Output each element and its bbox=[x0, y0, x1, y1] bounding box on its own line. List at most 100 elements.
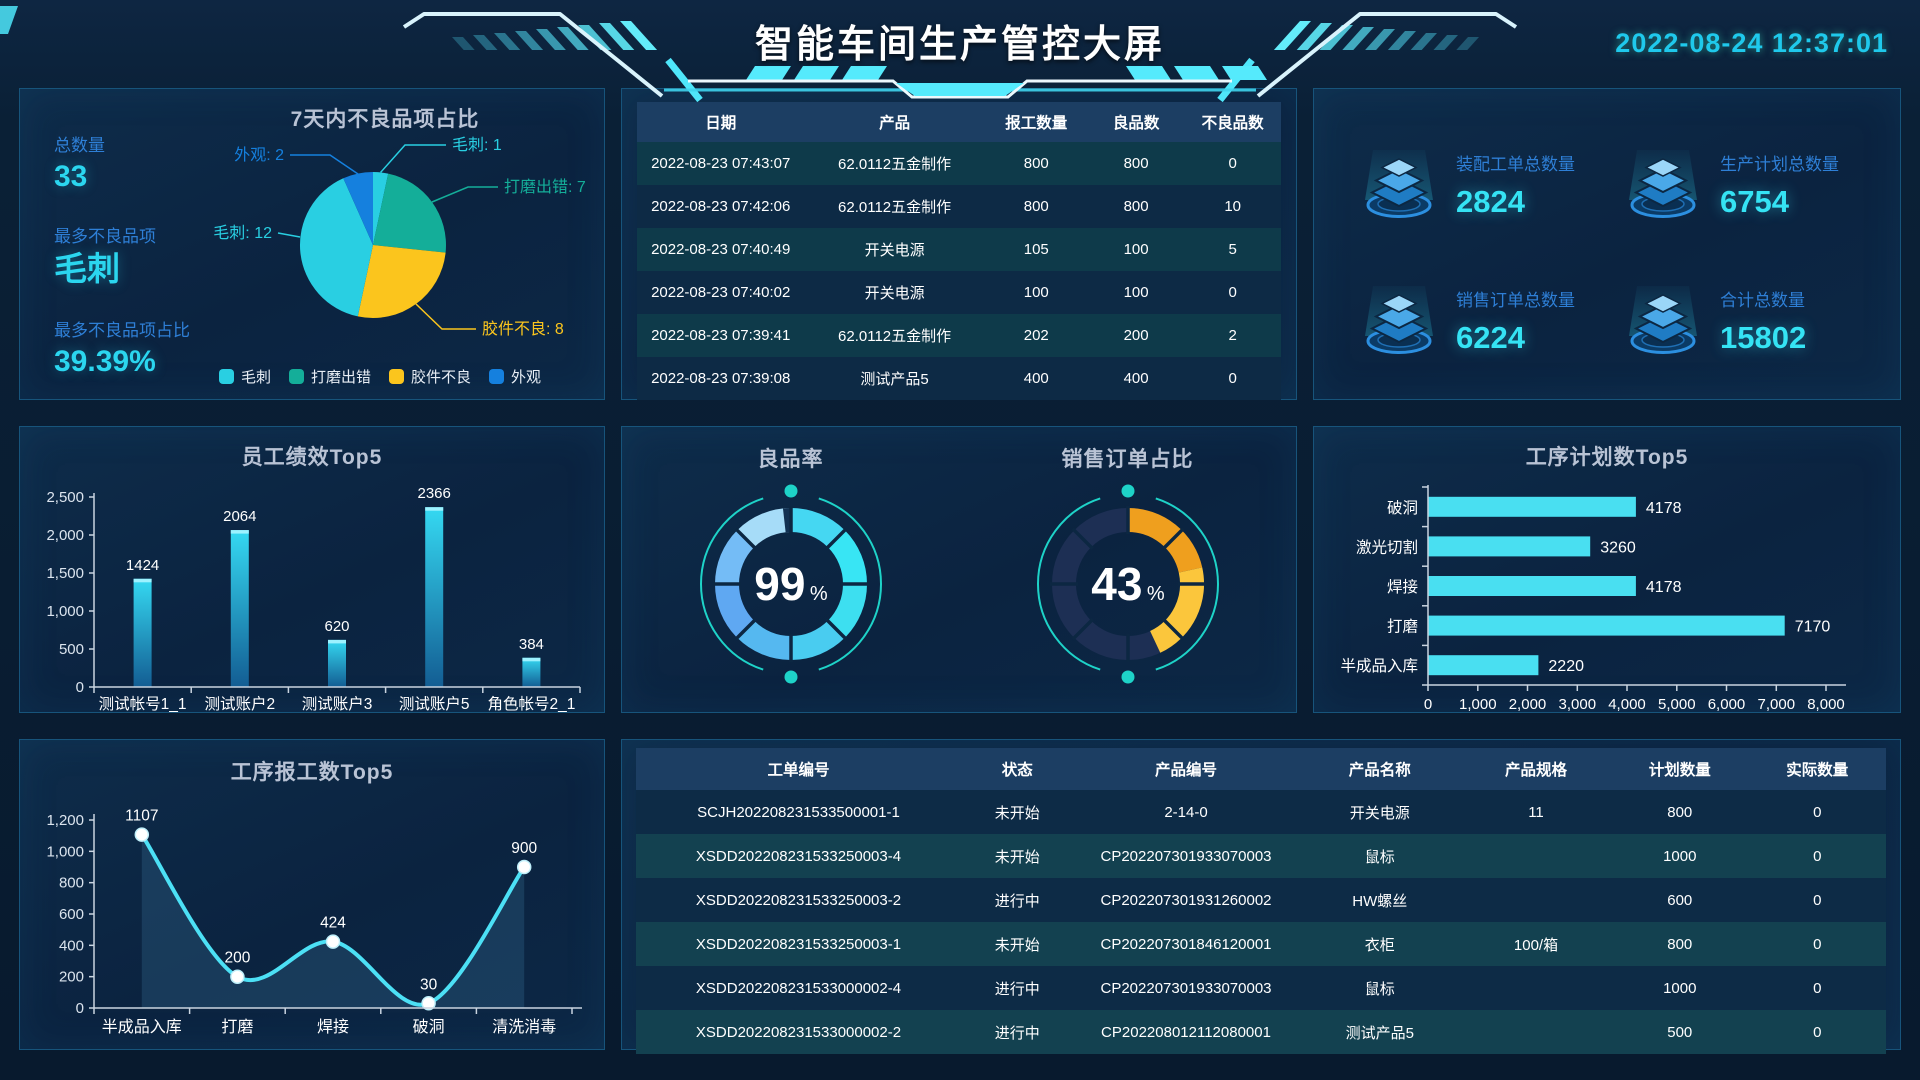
svg-text:角色帐号2_1: 角色帐号2_1 bbox=[487, 695, 575, 713]
data-point bbox=[325, 934, 341, 949]
stat-label: 总数量 bbox=[54, 136, 105, 155]
table-cell: 800 bbox=[1023, 198, 1049, 215]
table-cell: XSDD202208231533000002-4 bbox=[695, 979, 902, 997]
table-cell: 400 bbox=[1123, 370, 1149, 387]
table-cell: 800 bbox=[1667, 935, 1693, 953]
sales-ratio-gauge: 43 % bbox=[1036, 484, 1219, 684]
svg-text:1,500: 1,500 bbox=[46, 565, 84, 582]
pie-slice bbox=[357, 245, 446, 318]
table-cell: 2022-08-23 07:39:08 bbox=[651, 370, 791, 387]
production-report-table-panel: 日期 产品 报工数量 良品数 不良品数 2022-08-23 07:43:07 62.011… bbox=[621, 88, 1297, 400]
column-header: 报工数量 bbox=[984, 102, 1088, 142]
column-header: 产品 bbox=[804, 102, 985, 142]
table-cell: 0 bbox=[1228, 370, 1237, 387]
legend-swatch bbox=[218, 369, 234, 384]
table-cell: XSDD202208231533250003-4 bbox=[695, 847, 902, 865]
pie-label: 毛刺: 1 bbox=[452, 136, 502, 154]
table-row: 2022-08-23 07:39:08 测试产品5 400 400 0 bbox=[637, 357, 1281, 400]
table-header-row: 日期 产品 报工数量 良品数 不良品数 bbox=[637, 102, 1281, 142]
main-grid: 总数量 33 最多不良品项 毛刺 最多不良品项占比 39.39% 7天内不良品项… bbox=[19, 88, 1901, 1054]
svg-text:900: 900 bbox=[511, 840, 537, 857]
card-value: 6224 bbox=[1456, 320, 1525, 355]
table-row: XSDD202208231533000002-2 进行中 CP20220801211… bbox=[636, 1010, 1886, 1054]
table-cell: 0 bbox=[1228, 155, 1237, 172]
table-cell: 进行中 bbox=[994, 1024, 1040, 1042]
table-cell: 衣柜 bbox=[1364, 936, 1395, 954]
table-cell: 0 bbox=[1813, 979, 1822, 997]
defect-ratio-panel: 总数量 33 最多不良品项 毛刺 最多不良品项占比 39.39% 7天内不良品项… bbox=[19, 88, 605, 400]
legend-label: 胶件不良 bbox=[411, 369, 472, 386]
svg-text:焊接: 焊接 bbox=[317, 1018, 349, 1036]
svg-text:4178: 4178 bbox=[1646, 579, 1682, 596]
table-cell: 10 bbox=[1224, 198, 1242, 215]
table-cell: 测试产品5 bbox=[1345, 1024, 1414, 1042]
svg-text:800: 800 bbox=[59, 875, 84, 892]
table-cell: 800 bbox=[1667, 803, 1693, 821]
pie-slice bbox=[373, 172, 389, 245]
svg-text:2,000: 2,000 bbox=[1509, 696, 1547, 713]
table-cell: 测试产品5 bbox=[860, 371, 929, 388]
table-cell: 2022-08-23 07:42:06 bbox=[651, 198, 791, 215]
table-cell: 0 bbox=[1813, 847, 1822, 865]
table-cell: 800 bbox=[1123, 198, 1149, 215]
table-cell: 62.0112五金制作 bbox=[838, 156, 952, 173]
process-report-line-chart: 0 200 400 600 800 1,000 1,200 1107 半成品入库… bbox=[34, 790, 590, 1053]
table-row: 2022-08-23 07:43:07 62.0112五金制作 800 800 0 bbox=[637, 142, 1281, 185]
table-cell: 100 bbox=[1123, 284, 1149, 301]
svg-text:400: 400 bbox=[59, 937, 84, 954]
gauge-title: 良品率 bbox=[757, 448, 824, 471]
table-cell: 开关电源 bbox=[864, 285, 925, 302]
svg-text:2064: 2064 bbox=[223, 508, 256, 525]
column-header: 良品数 bbox=[1087, 102, 1185, 142]
svg-text:激光切割: 激光切割 bbox=[1356, 538, 1418, 556]
good-rate-gauge: 99 % bbox=[699, 484, 882, 684]
svg-text:测试帐号1_1: 测试帐号1_1 bbox=[99, 695, 187, 713]
column-header: 产品名称 bbox=[1298, 748, 1461, 790]
table-cell: 5 bbox=[1228, 241, 1237, 258]
employee-bar-chart: 0 500 1,000 1,500 2,000 2,500 1424 测试帐号1… bbox=[34, 473, 590, 730]
table-row: 2022-08-23 07:42:06 62.0112五金制作 800 800 10 bbox=[637, 185, 1281, 228]
svg-text:384: 384 bbox=[519, 636, 544, 653]
summary-cards-panel: 装配工单总数量 2824 生产计划总数量 6754 销售订单总数量 6224 bbox=[1313, 88, 1901, 400]
table-cell: 1000 bbox=[1663, 979, 1697, 997]
table-cell: 2-14-0 bbox=[1164, 803, 1208, 821]
table-cell: 开关电源 bbox=[1349, 804, 1410, 822]
svg-text:1,000: 1,000 bbox=[46, 603, 84, 620]
stat-value: 33 bbox=[54, 160, 88, 193]
column-header: 产品规格 bbox=[1461, 748, 1611, 790]
pie-label: 打磨出错: 7 bbox=[504, 178, 586, 196]
column-header: 不良品数 bbox=[1184, 102, 1281, 142]
svg-text:测试账户3: 测试账户3 bbox=[302, 695, 373, 713]
table-cell: 0 bbox=[1813, 891, 1822, 909]
card-text: 装配工单总数量 2824 bbox=[1456, 150, 1575, 220]
svg-text:破洞: 破洞 bbox=[413, 1018, 445, 1036]
bar bbox=[1428, 576, 1636, 596]
svg-text:半成品入库: 半成品入库 bbox=[102, 1018, 182, 1036]
summary-card: 装配工单总数量 2824 bbox=[1356, 131, 1612, 239]
data-point bbox=[516, 859, 532, 875]
column-header: 实际数量 bbox=[1748, 748, 1886, 790]
table-cell: 未开始 bbox=[994, 804, 1040, 822]
legend-label: 毛刺 bbox=[240, 369, 271, 386]
table-cell: 11 bbox=[1528, 803, 1544, 821]
table-cell: CP202207301933070003 bbox=[1100, 847, 1272, 865]
card-text: 销售订单总数量 6224 bbox=[1456, 286, 1575, 356]
legend-label: 打磨出错 bbox=[310, 369, 371, 386]
table-cell: 600 bbox=[1667, 891, 1693, 909]
table-cell: 500 bbox=[1667, 1023, 1693, 1041]
stat-top-defect-ratio: 最多不良品项占比 39.39% bbox=[54, 316, 204, 378]
card-value: 6754 bbox=[1720, 184, 1789, 219]
production-report-table: 日期 产品 报工数量 良品数 不良品数 2022-08-23 07:43:07 62.011… bbox=[637, 102, 1281, 400]
legend-item: 胶件不良 bbox=[389, 366, 471, 387]
table-cell: 0 bbox=[1228, 284, 1237, 301]
summary-card: 销售订单总数量 6224 bbox=[1356, 267, 1612, 375]
svg-text:4178: 4178 bbox=[1646, 500, 1682, 517]
rate-gauges-panel: 良品率 99 % 销售订单占比 43 % bbox=[621, 426, 1297, 713]
card-label: 装配工单总数量 bbox=[1456, 155, 1575, 174]
table-cell: 2022-08-23 07:43:07 bbox=[651, 155, 791, 172]
table-cell bbox=[1461, 1010, 1611, 1054]
column-header: 日期 bbox=[637, 102, 805, 142]
table-cell: 2022-08-23 07:40:49 bbox=[651, 241, 791, 258]
svg-text:5,000: 5,000 bbox=[1658, 696, 1696, 713]
